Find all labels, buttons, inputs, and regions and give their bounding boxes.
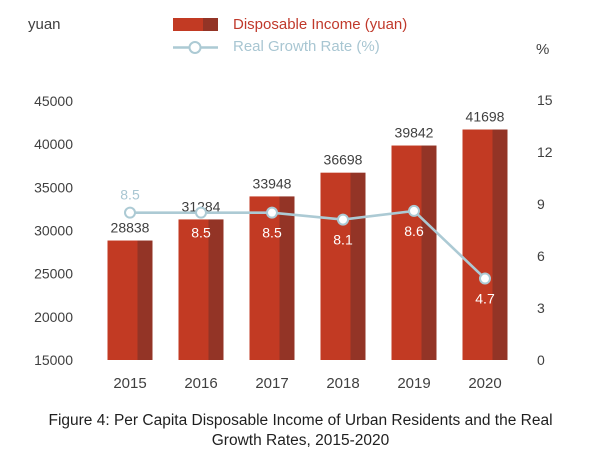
line-legend-swatch	[173, 40, 218, 54]
legend-item-income: Disposable Income (yuan)	[173, 16, 408, 33]
growth-marker	[266, 206, 278, 219]
income-bar-shade	[279, 196, 295, 360]
x-axis-label: 2019	[397, 375, 430, 392]
growth-value-label: 8.1	[333, 232, 353, 248]
x-axis-label: 2016	[184, 375, 217, 392]
bar-legend-swatch	[173, 18, 218, 31]
income-bar	[107, 240, 138, 360]
income-bar	[320, 172, 351, 360]
income-bar-shade	[421, 145, 437, 360]
right-axis-tick: 3	[537, 300, 545, 316]
bar-value-label: 41698	[466, 109, 505, 125]
growth-marker	[408, 204, 420, 217]
right-axis-tick: 6	[537, 248, 545, 264]
growth-marker	[195, 206, 207, 219]
x-axis-label: 2020	[468, 375, 501, 392]
growth-value-label: 8.6	[404, 223, 424, 239]
growth-marker	[337, 213, 349, 226]
income-bar-shade	[492, 129, 508, 360]
left-axis-tick: 45000	[34, 93, 73, 109]
right-axis-unit-label: %	[536, 41, 550, 58]
chart-plot-area: 45000 40000 35000 30000 25000 20000 15000 15 12 9…	[34, 92, 553, 392]
bar-value-label: 31284	[182, 198, 221, 214]
left-axis-tick: 35000	[34, 179, 73, 195]
line-legend-label: Real Growth Rate (%)	[233, 38, 380, 55]
income-bar-shade	[208, 219, 224, 360]
left-axis-unit-label: yuan	[28, 16, 61, 33]
income-bar-shade	[350, 172, 366, 360]
x-axis-label: 2018	[326, 375, 359, 392]
growth-value-label: 8.5	[191, 225, 211, 241]
left-axis-tick: 30000	[34, 223, 73, 239]
bar-value-label: 33948	[253, 175, 292, 191]
figure-caption: Figure 4: Per Capita Disposable Income o…	[48, 412, 553, 449]
income-bar	[249, 196, 280, 360]
income-bar	[178, 219, 209, 360]
growth-value-label: 4.7	[475, 291, 495, 307]
growth-line	[130, 209, 486, 280]
income-bar	[462, 129, 493, 360]
bar-value-label: 39842	[395, 125, 434, 141]
right-axis-tick: 15	[537, 92, 553, 108]
legend-item-growth: Real Growth Rate (%)	[173, 38, 407, 55]
left-axis-tick: 20000	[34, 309, 73, 325]
left-axis-tick: 25000	[34, 266, 73, 282]
growth-marker	[479, 272, 491, 285]
left-axis-tick: 15000	[34, 352, 73, 368]
bar-value-label: 36698	[324, 152, 363, 168]
legend: Disposable Income (yuan) Real Growth Rat…	[173, 16, 408, 55]
x-axis-label: 2015	[113, 375, 146, 392]
right-axis-tick: 0	[537, 352, 545, 368]
x-axis-label: 2017	[255, 375, 288, 392]
left-axis-tick: 40000	[34, 136, 73, 152]
bar-value-label: 28838	[111, 220, 150, 236]
income-bar-shade	[137, 240, 153, 360]
growth-marker	[124, 206, 136, 219]
bar-legend-label: Disposable Income (yuan)	[233, 16, 408, 33]
right-axis-tick: 9	[537, 196, 545, 212]
growth-value-label: 8.5	[120, 187, 140, 203]
growth-value-label: 8.5	[262, 225, 282, 241]
income-bar	[391, 145, 422, 360]
line-marker-icon	[173, 41, 218, 54]
right-axis-tick: 12	[537, 144, 553, 160]
